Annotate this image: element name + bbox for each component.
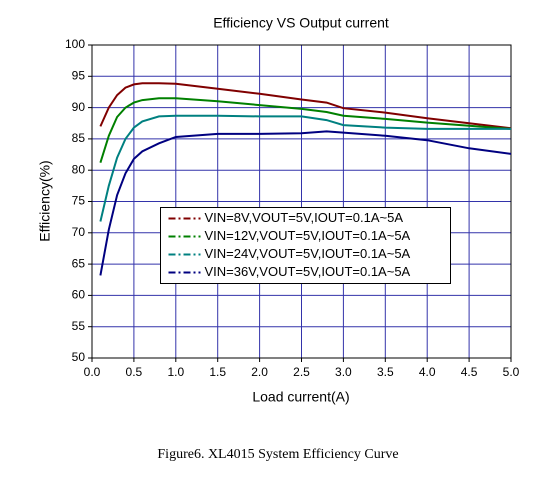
x-tick-label: 0.5: [126, 365, 143, 379]
x-tick-label: 1.5: [209, 365, 226, 379]
legend-label: VIN=36V,VOUT=5V,IOUT=0.1A~5A: [205, 264, 411, 279]
chart-title: Efficiency VS Output current: [213, 15, 389, 31]
x-axis-label: Load current(A): [252, 389, 349, 405]
series-line: [99, 114, 511, 222]
y-axis-label: Efficiency(%): [37, 160, 53, 241]
x-tick-label: 1.0: [167, 365, 184, 379]
x-tick-label: 3.5: [377, 365, 394, 379]
y-tick-label: 75: [72, 194, 86, 208]
y-tick-label: 65: [72, 256, 86, 270]
x-tick-label: 0.0: [84, 365, 101, 379]
x-tick-label: 2.0: [251, 365, 268, 379]
series-line: [99, 82, 512, 130]
legend-label: VIN=24V,VOUT=5V,IOUT=0.1A~5A: [205, 246, 411, 261]
legend-label: VIN=8V,VOUT=5V,IOUT=0.1A~5A: [205, 210, 404, 225]
y-tick-label: 100: [65, 37, 85, 51]
y-tick-label: 80: [72, 162, 86, 176]
y-tick-label: 50: [72, 350, 86, 364]
y-tick-label: 55: [72, 319, 86, 333]
legend-label: VIN=12V,VOUT=5V,IOUT=0.1A~5A: [205, 228, 411, 243]
y-tick-label: 60: [72, 288, 86, 302]
x-tick-label: 4.5: [461, 365, 478, 379]
x-tick-label: 2.5: [293, 365, 310, 379]
x-tick-label: 3.0: [335, 365, 352, 379]
caption: Figure6. XL4015 System Efficiency Curve: [157, 447, 398, 462]
x-tick-label: 4.0: [419, 365, 436, 379]
legend-box: [160, 207, 451, 284]
y-tick-label: 70: [72, 225, 86, 239]
x-tick-label: 5.0: [503, 365, 520, 379]
series-line: [99, 130, 512, 276]
series-line: [99, 97, 512, 163]
y-tick-label: 90: [72, 100, 86, 114]
y-tick-label: 95: [72, 68, 86, 82]
y-tick-label: 85: [72, 131, 86, 145]
plot-frame: [91, 44, 512, 359]
